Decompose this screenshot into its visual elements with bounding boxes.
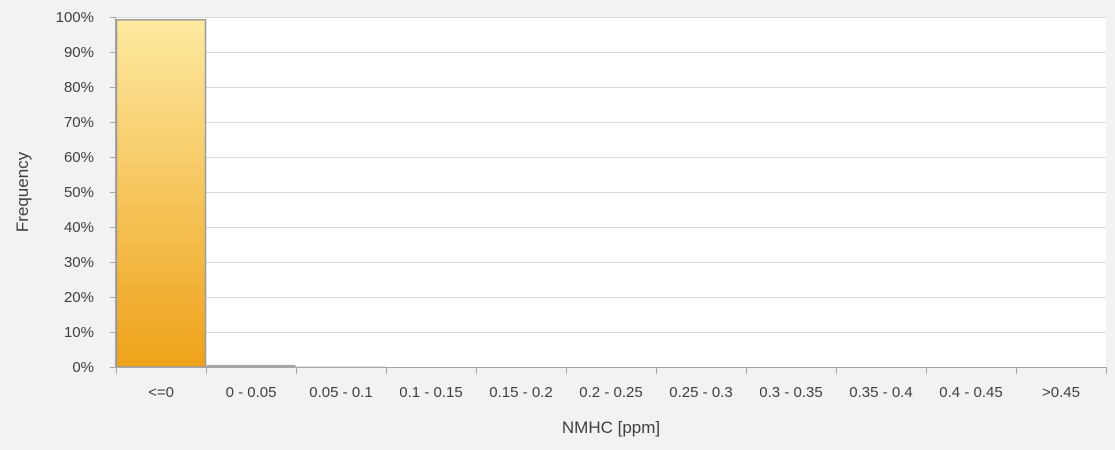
x-tick-label: 0 - 0.05 xyxy=(226,384,277,401)
x-tick-label: 0.3 - 0.35 xyxy=(759,384,822,401)
x-tick-label: 0.05 - 0.1 xyxy=(309,384,372,401)
y-tick-label: 20% xyxy=(64,289,94,306)
y-tick-label: 50% xyxy=(64,184,94,201)
bar xyxy=(206,364,296,367)
x-tick-label: 0.4 - 0.45 xyxy=(939,384,1002,401)
x-tick-label: 0.25 - 0.3 xyxy=(669,384,732,401)
x-tick-label: 0.35 - 0.4 xyxy=(849,384,912,401)
x-axis-title: NMHC [ppm] xyxy=(562,418,660,437)
y-tick-labels: 0% 10% 20% 30% 40% 50% 60% 70% 80% 90% 100% xyxy=(56,9,94,376)
y-tick-label: 40% xyxy=(64,219,94,236)
y-tick-label: 90% xyxy=(64,44,94,61)
bars xyxy=(115,19,386,368)
y-tick-label: 0% xyxy=(72,359,94,376)
gridlines xyxy=(116,17,1106,333)
y-tick-label: 30% xyxy=(64,254,94,271)
axes xyxy=(110,17,1107,374)
x-tick-labels: <=0 0 - 0.05 0.05 - 0.1 0.1 - 0.15 0.15 - 0.… xyxy=(148,384,1080,401)
x-tick-label: <=0 xyxy=(148,384,174,401)
y-axis-title: Frequency xyxy=(13,151,32,232)
y-tick-label: 70% xyxy=(64,114,94,131)
y-tick-label: 80% xyxy=(64,79,94,96)
y-tick-label: 10% xyxy=(64,324,94,341)
x-tick-label: 0.2 - 0.25 xyxy=(579,384,642,401)
bar xyxy=(115,19,207,368)
y-tick-label: 100% xyxy=(56,9,94,26)
x-tick-label: 0.15 - 0.2 xyxy=(489,384,552,401)
x-tick-label: 0.1 - 0.15 xyxy=(399,384,462,401)
x-tick-label: >0.45 xyxy=(1042,384,1080,401)
y-tick-label: 60% xyxy=(64,149,94,166)
